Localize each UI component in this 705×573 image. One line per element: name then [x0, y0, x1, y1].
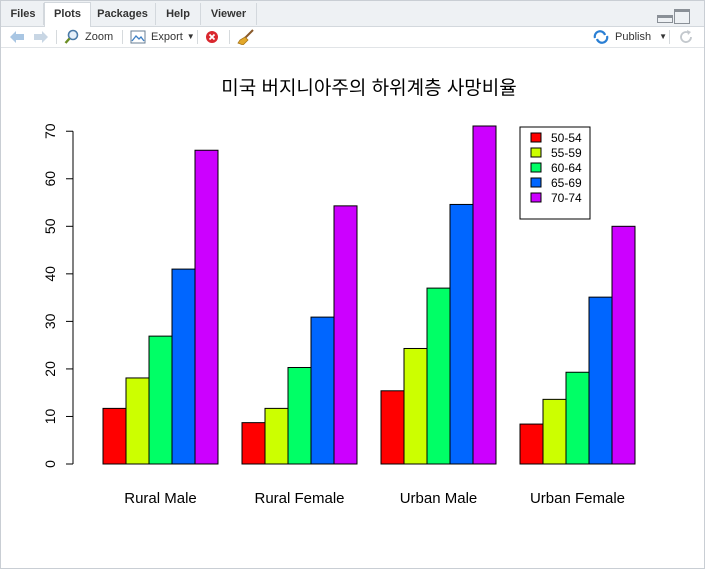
legend-swatch: [530, 192, 542, 203]
bar-65-69-urban-male: [449, 203, 474, 465]
bar-55-59-urban-male: [403, 347, 428, 465]
export-button[interactable]: Export ▼: [130, 27, 195, 47]
x-category-label: Urban Female: [530, 490, 625, 507]
bar-70-74-rural-male: [194, 149, 219, 465]
legend-swatch: [530, 132, 542, 143]
plot-area: 미국 버지니아주의 하위계층 사망비율 0 10 20 30 40 50 60 70 Rura…: [1, 48, 704, 568]
bar-60-64-rural-male: [148, 335, 173, 465]
bar-60-64-rural-female: [287, 366, 312, 465]
tab-packages[interactable]: Packages: [90, 3, 156, 25]
bar-70-74-rural-female: [333, 205, 358, 465]
zoom-icon: [64, 29, 79, 44]
legend-label: 55-59: [551, 146, 582, 160]
toolbar-divider: [122, 30, 123, 44]
forward-arrow-icon[interactable]: [33, 27, 49, 47]
pane-tab-bar: Files Plots Packages Help Viewer: [1, 1, 704, 28]
refresh-icon: [680, 30, 692, 43]
bar-70-74-urban-male: [472, 125, 497, 465]
tab-help[interactable]: Help: [156, 3, 201, 25]
legend-label: 65-69: [551, 176, 582, 190]
minimize-icon[interactable]: [657, 15, 673, 23]
bar-55-59-urban-female: [542, 398, 567, 465]
y-tick-label: 30: [42, 313, 58, 329]
bar-50-54-urban-female: [519, 423, 544, 465]
y-tick-label: 40: [42, 266, 58, 282]
toolbar-divider: [669, 30, 670, 44]
plots-toolbar: Zoom Export ▼: [1, 27, 704, 48]
x-category-label: Rural Male: [124, 490, 197, 507]
x-category-label: Rural Female: [254, 490, 344, 507]
y-tick-label: 0: [42, 460, 58, 468]
tab-viewer[interactable]: Viewer: [201, 3, 257, 25]
x-category-label: Urban Male: [400, 490, 478, 507]
publish-button[interactable]: Publish ▼: [593, 27, 667, 47]
chart-title: 미국 버지니아주의 하위계층 사망비율: [221, 77, 517, 99]
toolbar-divider: [56, 30, 57, 44]
publish-icon: [593, 30, 609, 44]
toolbar-divider: [197, 30, 198, 44]
y-tick-label: 50: [42, 218, 58, 234]
bar-60-64-urban-female: [565, 371, 590, 465]
export-label: Export: [151, 31, 183, 43]
bar-50-54-rural-male: [102, 407, 127, 465]
bar-65-69-urban-female: [588, 296, 613, 465]
tab-files[interactable]: Files: [3, 3, 44, 25]
y-axis: 0 10 20 30 40 50 60 70: [42, 123, 74, 468]
remove-plot-button[interactable]: [205, 27, 219, 47]
y-tick-label: 20: [42, 361, 58, 377]
refresh-button[interactable]: [678, 27, 694, 47]
maximize-icon[interactable]: [674, 9, 690, 24]
chevron-down-icon: ▼: [659, 32, 667, 41]
chevron-down-icon: ▼: [186, 32, 195, 41]
y-tick-label: 10: [42, 408, 58, 424]
bar-55-59-rural-male: [125, 377, 150, 465]
legend-swatch: [530, 147, 542, 158]
tab-plots[interactable]: Plots: [44, 2, 91, 28]
bar-60-64-urban-male: [426, 287, 451, 465]
bar-chart: 미국 버지니아주의 하위계층 사망비율 0 10 20 30 40 50 60 70 Rura…: [42, 77, 636, 507]
back-arrow-icon[interactable]: [9, 27, 25, 47]
legend-label: 60-64: [551, 161, 582, 175]
zoom-label: Zoom: [85, 31, 114, 43]
broom-icon: [237, 29, 254, 45]
legend-label: 50-54: [551, 131, 582, 145]
bar-65-69-rural-male: [171, 268, 196, 465]
bars-group: [102, 125, 636, 465]
bar-50-54-rural-female: [241, 422, 266, 465]
publish-label: Publish: [615, 31, 652, 43]
toolbar-divider: [229, 30, 230, 44]
legend-label: 70-74: [551, 191, 582, 205]
remove-icon: [206, 31, 218, 43]
clear-all-button[interactable]: [237, 27, 255, 47]
export-image-icon: [130, 30, 146, 44]
bar-65-69-rural-female: [310, 316, 335, 465]
legend-swatch: [530, 162, 542, 173]
y-tick-label: 60: [42, 171, 58, 187]
x-axis-labels: Rural Male Rural Female Urban Male Urban Fe…: [124, 490, 625, 507]
bar-50-54-urban-male: [380, 390, 405, 465]
legend-swatch: [530, 177, 542, 188]
bar-55-59-rural-female: [264, 407, 289, 465]
y-tick-label: 70: [42, 123, 58, 139]
zoom-button[interactable]: Zoom: [64, 27, 113, 47]
bar-70-74-urban-female: [611, 225, 636, 465]
